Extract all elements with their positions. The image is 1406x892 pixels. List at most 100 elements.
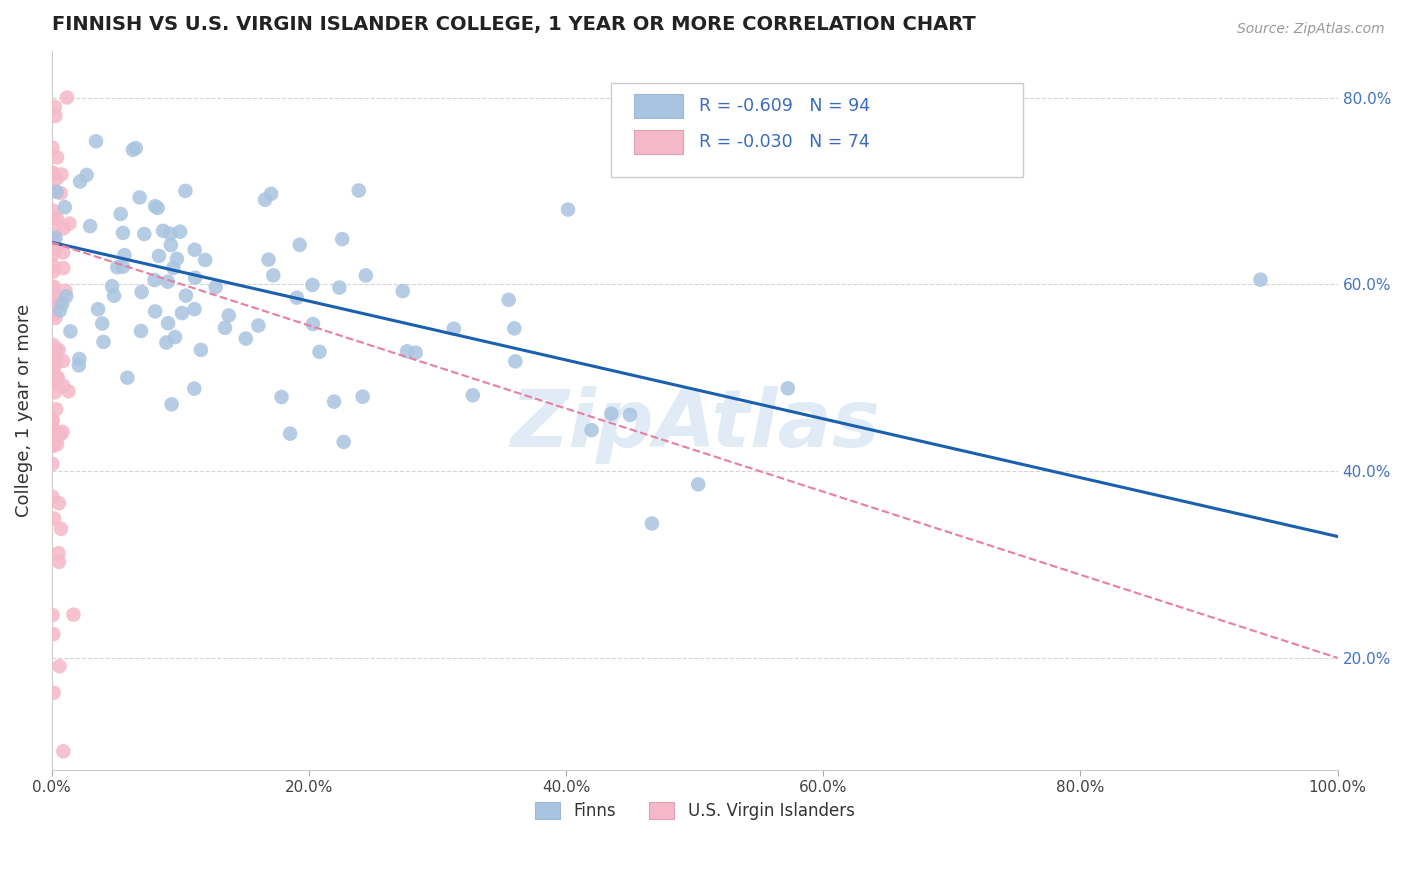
Point [156, 275, 179, 289]
Text: ZipAtlas: ZipAtlas [510, 386, 880, 464]
Point [218, 309, 240, 323]
Point [41, 490, 63, 504]
Point [45, 355, 67, 369]
Point [41, 419, 63, 434]
Point [166, 252, 188, 266]
Point [235, 332, 257, 346]
Point [42, 260, 65, 274]
Point [42, 428, 65, 442]
Point [44, 385, 66, 400]
Point [41, 457, 63, 471]
Point [41, 351, 63, 365]
Point [58, 217, 80, 231]
Point [44, 100, 66, 114]
Point [143, 273, 166, 287]
Point [55, 284, 77, 298]
Point [110, 207, 132, 221]
Point [152, 224, 174, 238]
Point [352, 390, 374, 404]
Point [122, 143, 145, 157]
Point [46, 437, 69, 451]
Point [41, 297, 63, 311]
Point [461, 388, 484, 402]
Point [194, 252, 217, 267]
Point [174, 184, 197, 198]
Point [776, 381, 799, 395]
Point [76, 168, 98, 182]
Point [91, 317, 114, 331]
Point [174, 288, 197, 302]
Point [56, 90, 79, 104]
Point [183, 382, 205, 396]
Point [79, 219, 101, 233]
Point [52, 354, 75, 368]
Point [128, 190, 150, 204]
Point [41, 288, 63, 302]
Point [44, 310, 66, 325]
Point [117, 370, 139, 384]
Point [285, 291, 308, 305]
Point [53, 200, 76, 214]
Point [260, 186, 283, 201]
Point [45, 343, 67, 358]
Point [159, 227, 181, 241]
Point [688, 477, 710, 491]
Point [41, 203, 63, 218]
Point [105, 260, 128, 275]
Point [41, 414, 63, 428]
Point [101, 279, 124, 293]
Point [332, 434, 354, 449]
Point [253, 193, 276, 207]
Point [42, 279, 65, 293]
Point [51, 425, 73, 439]
Point [111, 260, 134, 274]
Point [45, 211, 67, 226]
Point [129, 324, 152, 338]
Point [162, 260, 184, 275]
Point [45, 185, 67, 199]
Point [41, 608, 63, 623]
Point [44, 349, 66, 363]
Point [45, 224, 67, 238]
Point [42, 511, 65, 525]
Point [42, 368, 65, 382]
Point [114, 248, 136, 262]
Text: Source: ZipAtlas.com: Source: ZipAtlas.com [1237, 22, 1385, 37]
Point [52, 744, 75, 758]
Point [262, 268, 284, 283]
Point [160, 397, 183, 411]
Point [44, 426, 66, 441]
Point [42, 211, 65, 225]
Point [48, 343, 70, 357]
Text: FINNISH VS U.S. VIRGIN ISLANDER COLLEGE, 1 YEAR OR MORE CORRELATION CHART: FINNISH VS U.S. VIRGIN ISLANDER COLLEGE,… [52, 15, 976, 34]
Point [391, 284, 413, 298]
FancyBboxPatch shape [634, 130, 683, 153]
Point [214, 321, 236, 335]
Point [58, 384, 80, 399]
Point [67, 351, 90, 366]
Point [347, 184, 370, 198]
Point [41, 365, 63, 379]
Point [48, 659, 70, 673]
Point [44, 434, 66, 449]
Point [641, 516, 664, 531]
Point [45, 371, 67, 385]
Point [48, 546, 70, 560]
Point [48, 555, 70, 569]
Point [301, 277, 323, 292]
Point [52, 261, 75, 276]
Point [308, 344, 330, 359]
Point [183, 243, 205, 257]
Point [42, 264, 65, 278]
Point [41, 248, 63, 262]
Point [49, 303, 72, 318]
Point [48, 496, 70, 510]
Point [600, 407, 623, 421]
Point [67, 359, 90, 373]
Point [41, 356, 63, 370]
Point [302, 317, 325, 331]
Point [42, 234, 65, 248]
Point [157, 316, 180, 330]
Point [134, 227, 156, 241]
Point [619, 408, 641, 422]
